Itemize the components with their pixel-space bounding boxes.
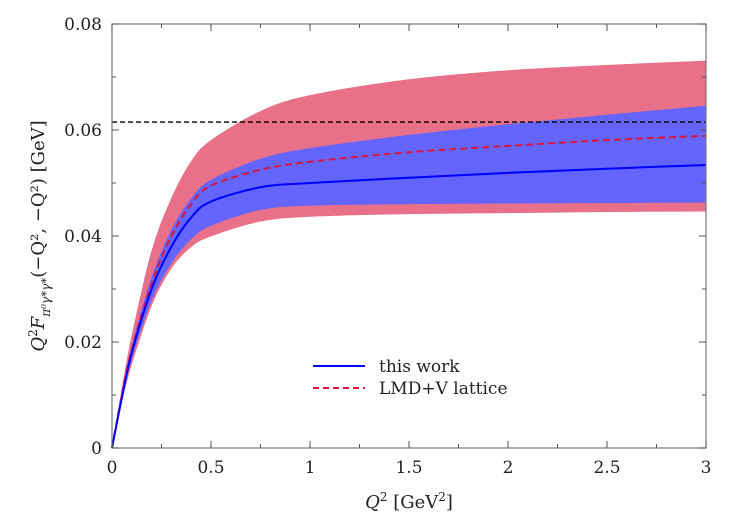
legend-label-lmd-v-lattice: LMD+V lattice: [379, 379, 508, 399]
tick-labels: 0 0.5 1 1.5 2 2.5 3 0 0.02 0.04 0.06 0.08: [64, 15, 711, 478]
y-tick-label: 0.04: [64, 227, 102, 247]
x-axis-label: Q2 [GeV2]: [365, 490, 453, 513]
axis-ticks: [111, 23, 707, 449]
x-tick-label: 2.5: [593, 458, 620, 478]
y-tick-label: 0.08: [64, 15, 102, 35]
x-tick-label: 0: [107, 458, 118, 478]
legend-label-this-work: this work: [379, 357, 460, 377]
x-tick-label: 1.5: [395, 458, 422, 478]
y-tick-label: 0.02: [64, 333, 102, 353]
x-tick-label: 0.5: [197, 458, 224, 478]
x-tick-label: 2: [503, 458, 514, 478]
y-tick-label: 0.06: [64, 121, 102, 141]
x-tick-label: 3: [701, 458, 712, 478]
legend: this work LMD+V lattice: [313, 357, 508, 399]
y-tick-label: 0: [91, 439, 102, 459]
x-tick-label: 1: [305, 458, 316, 478]
y-axis-label: Q2Fπ⁰γ*γ*(−Q², −Q²) [GeV]: [26, 120, 53, 351]
series-lines: [111, 121, 707, 449]
line-this-work: [111, 163, 707, 449]
